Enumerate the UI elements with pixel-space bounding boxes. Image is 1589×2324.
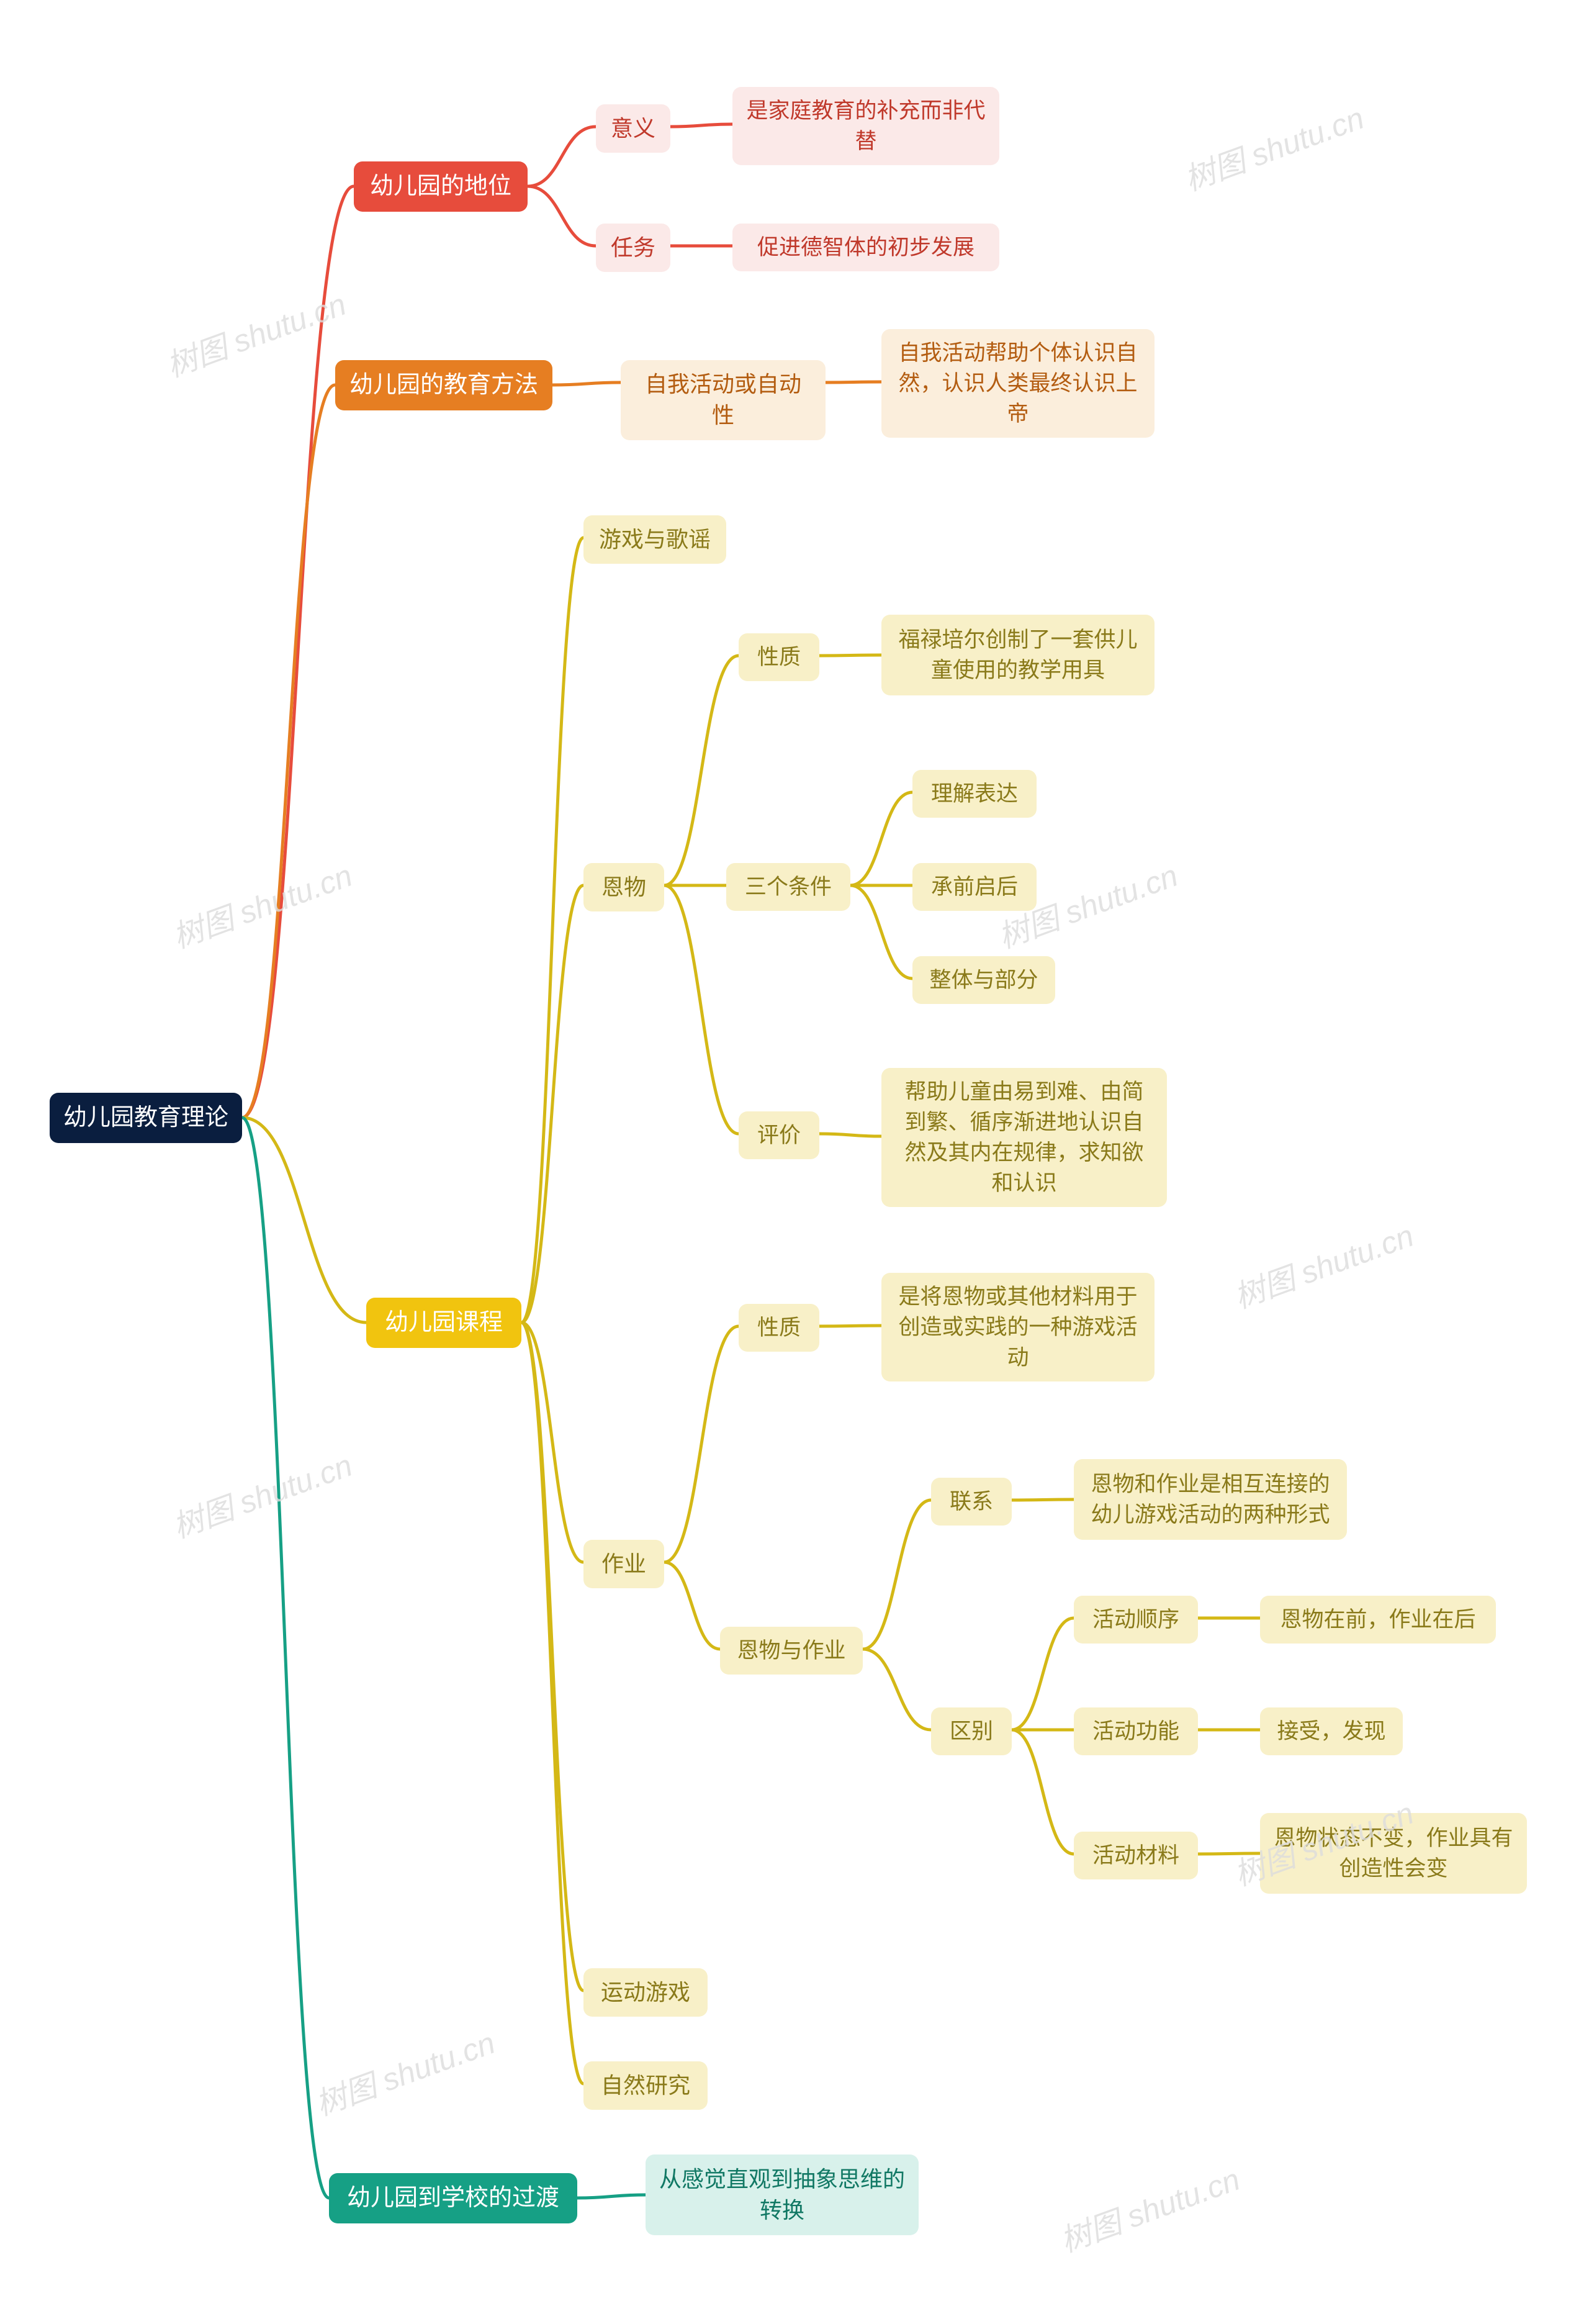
mindmap-node[interactable]: 是将恩物或其他材料用于创造或实践的一种游戏活动 (881, 1273, 1155, 1381)
mindmap-node[interactable]: 促进德智体的初步发展 (732, 224, 999, 271)
mindmap-node[interactable]: 任务 (596, 224, 670, 272)
mindmap-node[interactable]: 恩物与作业 (720, 1627, 863, 1675)
mindmap-node[interactable]: 恩物在前，作业在后 (1260, 1596, 1496, 1644)
mindmap-node[interactable]: 幼儿园教育理论 (50, 1093, 242, 1143)
mindmap-node[interactable]: 三个条件 (726, 863, 850, 911)
watermark: 树图 shutu.cn (1053, 2154, 1245, 2261)
mindmap-node[interactable]: 是家庭教育的补充而非代替 (732, 87, 999, 165)
mindmap-node[interactable]: 评价 (739, 1111, 819, 1159)
mindmap-node[interactable]: 性质 (739, 633, 819, 681)
mindmap-node[interactable]: 幼儿园课程 (366, 1298, 521, 1348)
mindmap-node[interactable]: 恩物状态不变，作业具有创造性会变 (1260, 1813, 1527, 1894)
watermark: 树图 shutu.cn (166, 1440, 358, 1547)
mindmap-node[interactable]: 幼儿园的教育方法 (335, 360, 552, 410)
mindmap-node[interactable]: 承前启后 (912, 863, 1037, 911)
mindmap-node[interactable]: 活动功能 (1074, 1707, 1198, 1755)
mindmap-node[interactable]: 福禄培尔创制了一套供儿童使用的教学用具 (881, 615, 1155, 695)
mindmap-node[interactable]: 运动游戏 (583, 1968, 708, 2017)
mindmap-node[interactable]: 理解表达 (912, 770, 1037, 818)
watermark: 树图 shutu.cn (166, 851, 358, 957)
mindmap-node[interactable]: 幼儿园的地位 (354, 161, 528, 212)
mindmap-node[interactable]: 活动顺序 (1074, 1596, 1198, 1644)
mindmap-node[interactable]: 幼儿园到学校的过渡 (329, 2173, 577, 2223)
mindmap-node[interactable]: 作业 (583, 1540, 664, 1588)
mindmap-node[interactable]: 接受，发现 (1260, 1707, 1403, 1755)
mindmap-node[interactable]: 意义 (596, 104, 670, 153)
mindmap-node[interactable]: 恩物和作业是相互连接的幼儿游戏活动的两种形式 (1074, 1459, 1347, 1540)
mindmap-node[interactable]: 活动材料 (1074, 1832, 1198, 1879)
mindmap-node[interactable]: 自我活动帮助个体认识自然，认识人类最终认识上帝 (881, 329, 1155, 438)
mindmap-node[interactable]: 自然研究 (583, 2061, 708, 2110)
mindmap-node[interactable]: 整体与部分 (912, 956, 1055, 1004)
watermark: 树图 shutu.cn (1177, 93, 1369, 199)
watermark: 树图 shutu.cn (1227, 1211, 1419, 1317)
watermark: 树图 shutu.cn (160, 279, 351, 386)
mindmap-node[interactable]: 恩物 (583, 863, 664, 911)
watermark: 树图 shutu.cn (308, 2018, 500, 2124)
mindmap-node[interactable]: 游戏与歌谣 (583, 515, 726, 564)
mindmap-node[interactable]: 自我活动或自动性 (621, 360, 826, 440)
connectors-svg (0, 0, 1589, 2324)
mindmap-node[interactable]: 从感觉直观到抽象思维的转换 (646, 2154, 919, 2235)
mindmap-node[interactable]: 帮助儿童由易到难、由简到繁、循序渐进地认识自然及其内在规律，求知欲和认识 (881, 1068, 1167, 1207)
mindmap-node[interactable]: 性质 (739, 1304, 819, 1352)
mindmap-node[interactable]: 联系 (931, 1478, 1012, 1526)
mindmap-node[interactable]: 区别 (931, 1707, 1012, 1755)
